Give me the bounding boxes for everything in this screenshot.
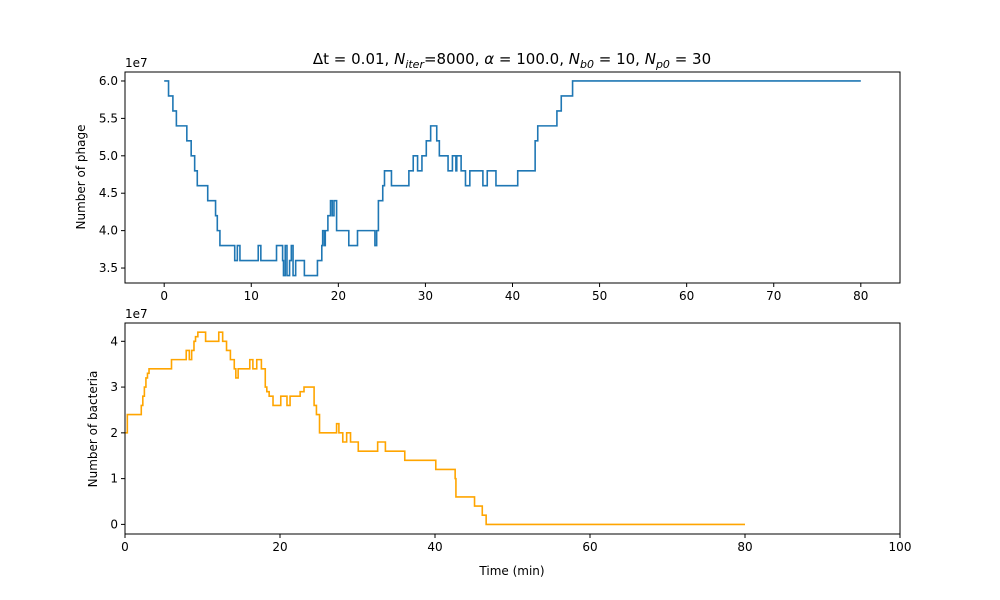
y-tick-label: 3 bbox=[110, 380, 118, 394]
y-tick-label: 0 bbox=[110, 517, 118, 531]
y-tick-label: 5.0 bbox=[99, 149, 118, 163]
x-tick-label: 20 bbox=[272, 540, 287, 554]
x-tick-label: 50 bbox=[592, 289, 607, 303]
x-tick-label: 60 bbox=[582, 540, 597, 554]
bacteria-panel: 1e7 Number of bacteria Time (min) 0 20 40 6… bbox=[86, 307, 911, 578]
x-axis-label: Time (min) bbox=[478, 564, 544, 578]
y-tick-label: 3.5 bbox=[99, 261, 118, 275]
x-tick-label: 70 bbox=[766, 289, 781, 303]
x-tick-label: 60 bbox=[679, 289, 694, 303]
x-tick-label: 0 bbox=[121, 540, 129, 554]
y-axis-label: Number of bacteria bbox=[86, 371, 100, 488]
y-tick-label: 4.0 bbox=[99, 224, 118, 238]
y-tick-label: 2 bbox=[110, 426, 118, 440]
axes-frame bbox=[124, 322, 901, 535]
y-tick-label: 4 bbox=[110, 334, 118, 348]
x-tick-label: 80 bbox=[737, 540, 752, 554]
y-axis-label: Number of phage bbox=[74, 125, 88, 230]
x-tick-label: 10 bbox=[244, 289, 259, 303]
plot-area: 0 10 20 30 40 50 60 70 80 3.5 4.0 4.5 5.0 5.5 6.0 bbox=[99, 74, 869, 303]
axes-frame bbox=[124, 71, 901, 284]
plot-area: 0 20 40 60 80 100 0 1 2 3 4 bbox=[110, 331, 912, 554]
x-tick-label: 40 bbox=[427, 540, 442, 554]
x-tick-label: 100 bbox=[889, 540, 912, 554]
x-tick-label: 0 bbox=[160, 289, 168, 303]
bacteria-series-line bbox=[125, 331, 745, 526]
x-tick-label: 40 bbox=[505, 289, 520, 303]
y-scale-label: 1e7 bbox=[125, 56, 148, 70]
y-tick-label: 1 bbox=[110, 472, 118, 486]
phage-panel: Δt = 0.01, Niter=8000, α = 100.0, Nb0 = … bbox=[74, 50, 901, 303]
chart-title: Δt = 0.01, Niter=8000, α = 100.0, Nb0 = … bbox=[313, 50, 711, 71]
x-tick-label: 20 bbox=[331, 289, 346, 303]
phage-series-line bbox=[164, 80, 861, 277]
y-scale-label: 1e7 bbox=[125, 307, 148, 321]
y-tick-label: 5.5 bbox=[99, 111, 118, 125]
x-tick-label: 80 bbox=[853, 289, 868, 303]
y-tick-label: 6.0 bbox=[99, 74, 118, 88]
y-tick-label: 4.5 bbox=[99, 186, 118, 200]
x-tick-label: 30 bbox=[418, 289, 433, 303]
